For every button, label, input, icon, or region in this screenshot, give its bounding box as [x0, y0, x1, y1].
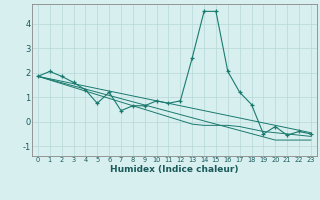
X-axis label: Humidex (Indice chaleur): Humidex (Indice chaleur)	[110, 165, 239, 174]
